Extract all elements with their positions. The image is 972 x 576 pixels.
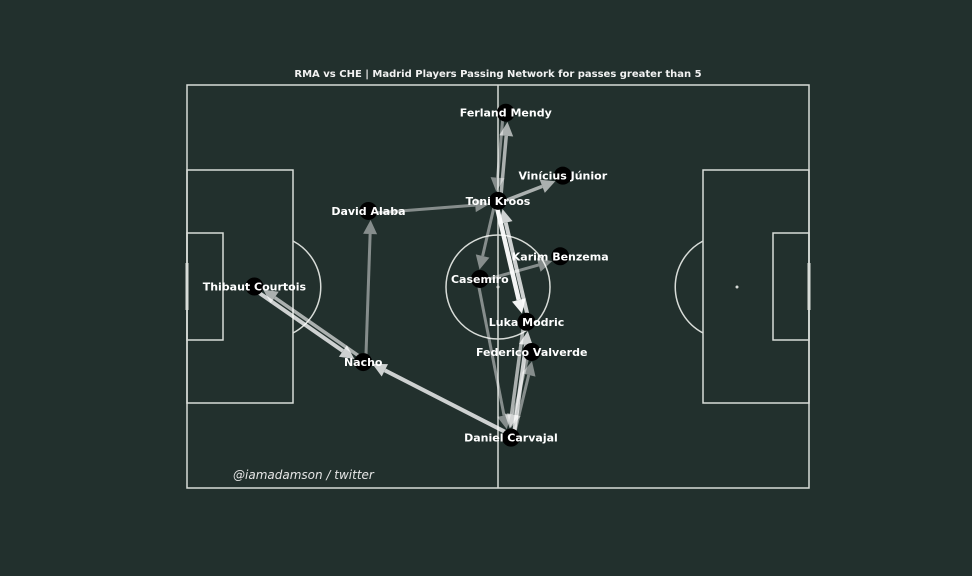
- player-label-vinicius: Vinícius Júnior: [518, 170, 607, 183]
- player-node-casemiro: [470, 269, 489, 288]
- player-nodes: [245, 103, 572, 447]
- pass-arrow-head: [521, 361, 536, 377]
- player-node-vinicius: [553, 166, 572, 185]
- player-labels: Thibaut Courtois Nacho David Alaba Ferland …: [203, 107, 609, 445]
- player-node-mendy: [496, 103, 515, 122]
- pass-arrow-head: [499, 121, 514, 137]
- pass-arrow: [507, 356, 530, 429]
- pass-arrow-shaft: [513, 374, 531, 433]
- pass-arrow-head: [507, 413, 521, 429]
- pass-arrow-head: [519, 331, 533, 346]
- pass-arrow: [503, 179, 556, 203]
- right-penalty-box: [702, 169, 810, 404]
- chart-title: RMA vs CHE | Madrid Players Passing Netw…: [294, 69, 701, 80]
- player-label-benzema: Karim Benzema: [512, 250, 609, 263]
- right-penalty-spot: [735, 285, 739, 289]
- player-label-carvajal: Daniel Carvajal: [464, 432, 558, 445]
- player-label-kroos: Toni Kroos: [466, 195, 531, 208]
- pass-arrow-head: [498, 209, 513, 225]
- pass-arrow-shaft: [477, 285, 506, 416]
- pitch: [185, 84, 811, 489]
- pass-arrow-head: [474, 198, 490, 213]
- center-circle: [445, 234, 551, 340]
- player-label-valverde: Federico Valverde: [476, 346, 587, 359]
- player-label-casemiro: Casemiro: [451, 273, 509, 286]
- pass-arrow: [263, 289, 361, 359]
- right-six-yard-box: [772, 232, 810, 341]
- pass-arrow-shaft: [364, 233, 372, 357]
- player-node-benzema: [551, 247, 570, 266]
- pass-arrow: [372, 363, 508, 435]
- player-label-nacho: Nacho: [344, 356, 383, 369]
- pass-arrow-shaft: [499, 135, 508, 196]
- pass-arrow: [477, 285, 511, 430]
- player-label-courtois: Thibaut Courtois: [203, 281, 307, 294]
- center-spot: [496, 285, 500, 289]
- pass-arrow: [512, 331, 533, 433]
- pass-arrow-shaft: [512, 356, 530, 416]
- pass-arrow: [499, 121, 514, 196]
- pass-arrow-shaft: [383, 368, 508, 435]
- pass-arrow-head: [263, 289, 279, 304]
- pass-arrow-shaft: [503, 222, 530, 316]
- pass-arrow: [256, 290, 355, 359]
- player-node-courtois: [245, 277, 264, 296]
- pass-arrow-shaft: [256, 290, 345, 353]
- player-label-modric: Luka Modric: [489, 316, 565, 329]
- pass-arrow-shaft: [496, 118, 505, 178]
- player-node-alaba: [359, 201, 378, 220]
- player-node-modric: [517, 312, 536, 331]
- right-penalty-arc: [674, 240, 704, 334]
- pass-arrow-head: [536, 258, 553, 272]
- pass-arrow: [490, 118, 505, 192]
- pass-arrow-head: [475, 254, 490, 270]
- pass-arrow-shaft: [481, 205, 496, 257]
- pass-arrow-shaft: [273, 296, 361, 359]
- pass-arrow-head: [338, 345, 355, 359]
- pass-arrow: [475, 205, 496, 270]
- player-node-carvajal: [501, 428, 520, 447]
- pass-arrow-head: [539, 179, 556, 193]
- pass-arrow-head: [372, 363, 388, 377]
- player-label-mendy: Ferland Mendy: [460, 107, 552, 120]
- player-node-kroos: [489, 191, 507, 210]
- pass-arrows: [256, 118, 556, 435]
- pass-arrow-head: [490, 177, 505, 192]
- credit-text: @iamadamson / twitter: [233, 468, 375, 482]
- pass-arrow-head: [512, 298, 526, 314]
- pass-arrow-head: [497, 414, 511, 430]
- pass-arrow-shaft: [374, 203, 476, 215]
- pass-arrow: [363, 220, 378, 357]
- pass-arrow-shaft: [512, 344, 528, 433]
- pass-arrow-head: [363, 220, 378, 235]
- player-label-alaba: David Alaba: [331, 205, 405, 218]
- pass-arrow: [513, 361, 536, 433]
- player-node-nacho: [354, 353, 373, 372]
- pass-arrow: [374, 198, 490, 215]
- pass-arrow: [498, 209, 530, 316]
- player-node-valverde: [522, 342, 541, 361]
- pass-arrow-shaft: [503, 184, 543, 203]
